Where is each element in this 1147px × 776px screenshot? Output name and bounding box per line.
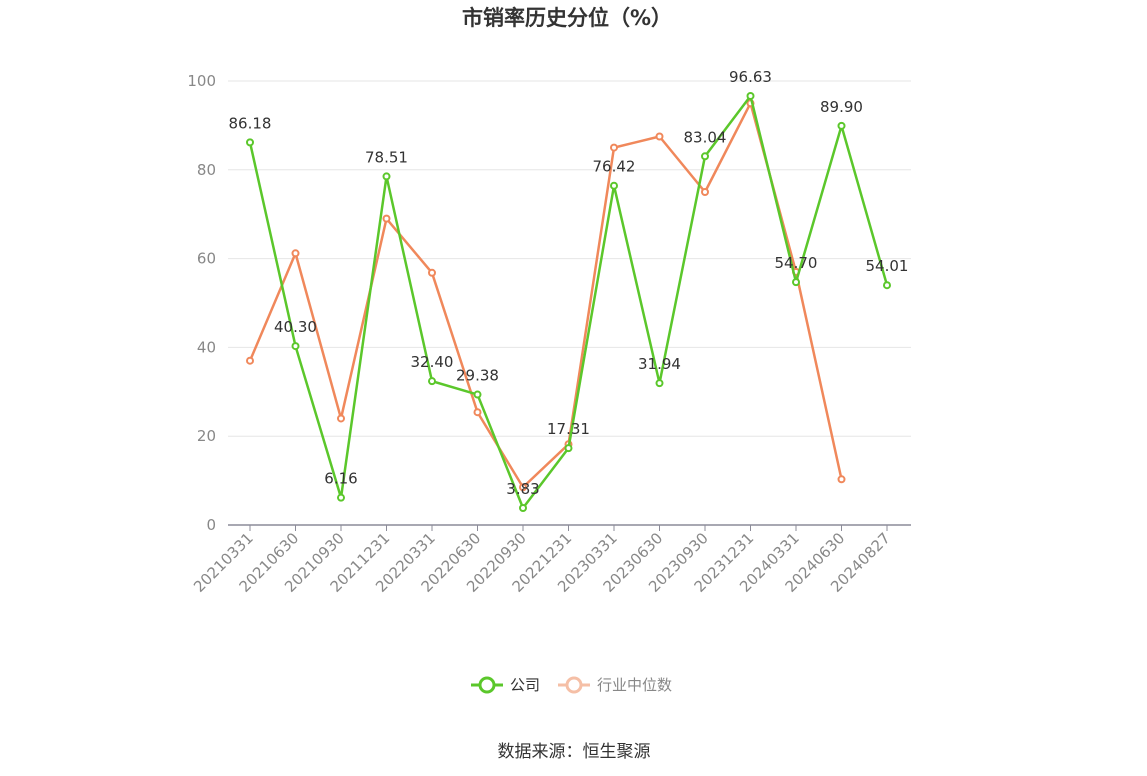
data-point[interactable] [701, 152, 709, 161]
data-point[interactable] [291, 249, 300, 258]
grid [228, 80, 911, 437]
data-point[interactable] [746, 91, 755, 100]
data-label: 6.16 [324, 470, 357, 488]
chart-title: 市销率历史分位（%） [462, 6, 672, 30]
data-point[interactable] [883, 281, 891, 290]
data-point[interactable] [837, 475, 846, 484]
data-point[interactable] [655, 379, 664, 388]
data-point[interactable] [382, 172, 391, 181]
data-point[interactable] [473, 408, 482, 417]
y-tick-label: 60 [197, 250, 216, 268]
source-note: 数据来源：恒生聚源 [498, 742, 651, 762]
data-label: 96.63 [729, 68, 772, 86]
data-point[interactable] [792, 278, 800, 287]
y-tick-label: 20 [197, 427, 216, 445]
data-label: 31.94 [638, 355, 681, 373]
data-point[interactable] [291, 342, 300, 351]
data-label: 54.70 [775, 254, 818, 272]
data-point[interactable] [382, 214, 391, 223]
legend-company-label: 公司 [510, 676, 540, 694]
legend-item-company[interactable]: 公司 [471, 676, 540, 694]
data-point[interactable] [519, 503, 527, 512]
data-label: 76.42 [593, 158, 636, 176]
data-label: 89.90 [820, 98, 863, 116]
data-point[interactable] [655, 132, 664, 141]
legend[interactable]: 公司 行业中位数 [471, 676, 672, 694]
data-point[interactable] [473, 390, 482, 399]
data-label: 78.51 [365, 148, 408, 166]
data-point[interactable] [837, 121, 846, 130]
data-point[interactable] [246, 138, 254, 147]
y-tick-label: 80 [197, 161, 216, 179]
data-label: 83.04 [684, 128, 727, 146]
data-label: 17.31 [547, 420, 590, 438]
data-point[interactable] [337, 414, 345, 423]
data-point[interactable] [564, 444, 573, 453]
y-tick-label: 40 [197, 338, 216, 356]
legend-company-marker [478, 676, 496, 694]
data-point[interactable] [246, 356, 254, 365]
data-point[interactable] [519, 483, 527, 492]
data-point[interactable] [610, 181, 618, 190]
data-point[interactable] [337, 493, 345, 502]
legend-industry-marker [565, 676, 583, 694]
data-point[interactable] [701, 188, 709, 196]
y-tick-label: 100 [187, 72, 216, 90]
data-label: 3.83 [506, 480, 539, 498]
legend-industry-label: 行业中位数 [597, 676, 672, 694]
legend-item-industry[interactable]: 行业中位数 [558, 676, 672, 694]
data-label: 86.18 [229, 114, 272, 132]
series-line-1 [248, 101, 843, 489]
series [246, 91, 891, 512]
data-label: 40.30 [274, 318, 317, 336]
data-point[interactable] [428, 268, 436, 277]
data-label: 32.40 [411, 353, 454, 371]
data-label: 29.38 [456, 367, 499, 385]
data-label: 54.01 [866, 257, 909, 275]
y-tick-label: 0 [206, 516, 216, 534]
data-point[interactable] [610, 143, 618, 152]
data-point[interactable] [428, 377, 436, 386]
